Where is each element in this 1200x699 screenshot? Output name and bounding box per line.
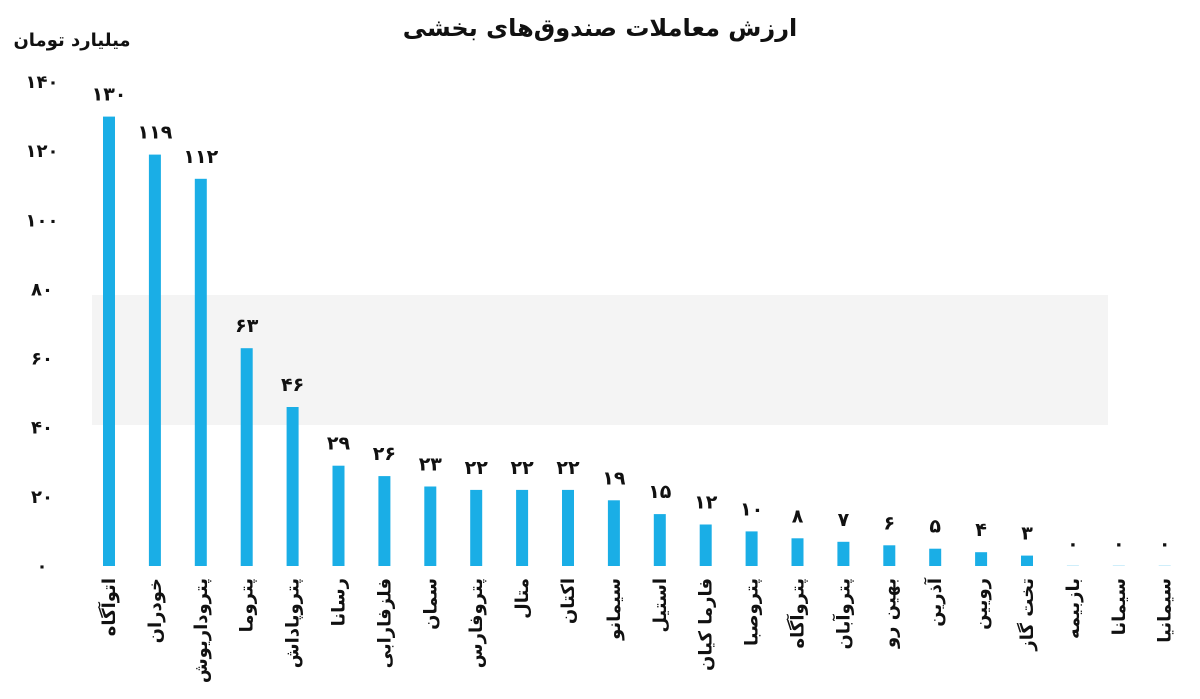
watermark-band — [92, 295, 1108, 425]
category-label: پتروداریوش — [191, 578, 212, 683]
bar-value-label: ١٠ — [740, 498, 763, 520]
category-labels-group: اتوآگاه خودران پتروداریوش پتروما پتروپاداش رس… — [97, 577, 1176, 683]
y-axis-ticks: ٠ ٢٠ ۴٠ ۶٠ ٨٠ ١٠٠ ١٢٠ ١۴٠ — [26, 72, 59, 577]
bar-value-label: ۶ — [883, 512, 895, 534]
bar-value-label: ۵ — [929, 516, 941, 538]
bar — [562, 489, 574, 566]
category-label: سیمانا — [1109, 578, 1130, 635]
bar-value-label: ٢٣ — [419, 454, 443, 476]
bars-group — [103, 116, 1171, 567]
bar — [148, 154, 161, 566]
bar-value-label: ٢۶ — [373, 443, 396, 465]
bar-value-label: ٠ — [1159, 533, 1171, 555]
bar — [378, 476, 391, 566]
y-tick-label: ٢٠ — [31, 487, 53, 508]
category-label: پتروآبان — [831, 578, 854, 650]
category-label: خودران — [145, 578, 166, 643]
bar — [791, 538, 804, 566]
bar — [607, 500, 620, 566]
bar — [194, 178, 207, 567]
category-label: پتروآگاه — [786, 578, 809, 649]
category-label: متال — [512, 578, 533, 619]
bar-value-label: ١٢ — [694, 492, 718, 514]
bar-value-label: ٧ — [838, 509, 850, 531]
bar — [470, 489, 483, 566]
category-label: آذرین — [923, 577, 946, 627]
bar — [424, 486, 437, 566]
bar-value-label: ٢٢ — [465, 457, 489, 479]
bar — [1066, 565, 1079, 566]
category-label: سیمانو — [604, 578, 625, 641]
category-label: رسانا — [329, 578, 350, 626]
bar — [240, 348, 253, 566]
bar-value-label: ۶٣ — [235, 315, 259, 337]
category-label: پتروصبا — [742, 578, 763, 646]
bar — [103, 116, 115, 566]
y-tick-label: ٠ — [37, 556, 48, 577]
bar — [699, 524, 712, 566]
bar — [286, 407, 299, 566]
category-label: فلزفارابی — [374, 578, 395, 668]
bar-value-label: ٠ — [1067, 533, 1079, 555]
bar — [516, 489, 529, 566]
bar-value-label: ٢٢ — [510, 457, 534, 479]
category-label: پتروپاداش — [283, 578, 304, 668]
bar-value-label: ٢٩ — [327, 433, 351, 455]
category-label: اکتان — [558, 578, 579, 624]
category-label: پتروما — [237, 578, 258, 632]
category-label: رویین — [971, 578, 992, 630]
bar — [883, 545, 896, 566]
y-tick-label: ٨٠ — [31, 279, 53, 300]
bar — [975, 552, 988, 566]
bar — [1112, 565, 1125, 566]
bar — [653, 514, 666, 566]
category-label: سمان — [420, 578, 441, 630]
bar — [1158, 565, 1171, 566]
bar-value-label: ١٣٠ — [92, 84, 127, 106]
y-tick-label: ١۴٠ — [26, 72, 59, 93]
bar-value-label: ۴۶ — [281, 374, 304, 396]
y-tick-label: ١٢٠ — [26, 141, 59, 162]
value-labels-group: ١٣٠ ١١٩ ١١٢ ۶٣ ۴۶ ٢٩ ٢۶ ٢٣ ٢٢ ٢٢ ٢٢ ١٩ ١۵ ١٢ ١٠ ٨ ٧ ۶ ۵ ۴ ٣ ٠… — [92, 84, 1171, 555]
y-axis-unit-label: میلیارد تومان — [13, 30, 130, 51]
chart-title: ارزش معاملات صندوق‌های بخشی — [403, 14, 798, 42]
y-tick-label: ۴٠ — [31, 418, 53, 439]
category-label: سیمانیا — [1155, 578, 1176, 643]
category-label: استیل — [650, 578, 671, 633]
bar-value-label: ٢٢ — [556, 457, 580, 479]
category-label: تخت گاز — [1016, 578, 1038, 652]
category-label: فارما کیان — [696, 578, 717, 671]
y-tick-label: ١٠٠ — [26, 210, 59, 231]
bar-value-label: ١٩ — [602, 467, 626, 489]
bar-value-label: ٨ — [792, 505, 804, 527]
bar — [837, 541, 850, 566]
bar-value-label: ١۵ — [648, 481, 672, 503]
bar — [1021, 555, 1033, 566]
bar-value-label: ٠ — [1113, 533, 1125, 555]
bar-value-label: ١١٢ — [183, 146, 218, 168]
bar — [745, 531, 758, 566]
category-label: پتروفارس — [466, 578, 487, 668]
y-tick-label: ۶٠ — [31, 349, 53, 370]
bar — [332, 465, 345, 566]
bar-value-label: ۴ — [975, 519, 987, 541]
bar-value-label: ١١٩ — [138, 122, 173, 144]
bar — [929, 548, 942, 566]
category-label: بهین رو — [879, 578, 900, 649]
bar-value-label: ٣ — [1021, 523, 1033, 545]
category-label: اتوآگاه — [97, 578, 120, 636]
category-label: بازبیمه — [1063, 578, 1084, 639]
